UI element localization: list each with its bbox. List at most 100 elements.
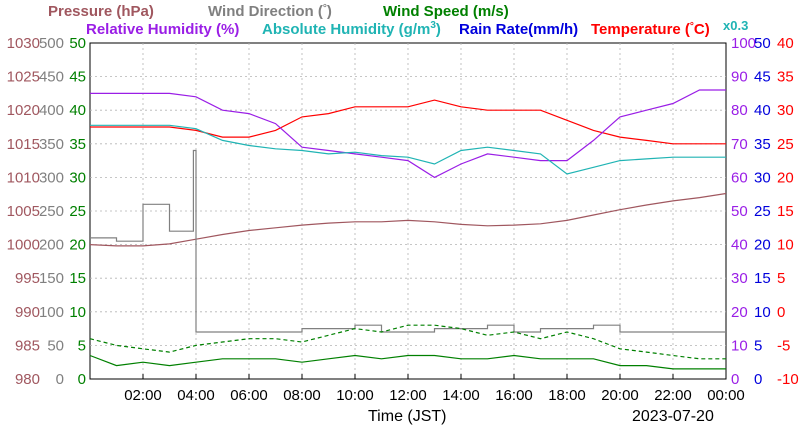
x-axis-ticks: 02:00 04:00 06:00 08:00 10:00 12:00 14:00 16:00… <box>124 374 745 404</box>
series-wind-direction <box>90 149 726 333</box>
y-tick-label-temperature: -5 <box>777 337 790 354</box>
y-tick-label-temperature: 40 <box>777 35 794 52</box>
y-tick-label-humidity: 80 <box>731 102 748 119</box>
x-tick-label: 18:00 <box>548 387 586 404</box>
y-tick-label-pressure: 985 <box>15 337 40 354</box>
y-tick-label-rain-rate: 10 <box>754 304 771 321</box>
y-tick-label-rain-rate: 40 <box>754 102 771 119</box>
x-tick-label: 14:00 <box>442 387 480 404</box>
y-tick-label-wind-speed: 20 <box>69 237 86 254</box>
y-tick-label-rain-rate: 50 <box>754 35 771 52</box>
y-tick-label-rain-rate: 30 <box>754 169 771 186</box>
y-tick-label-pressure: 1015 <box>7 136 40 153</box>
y-tick-label-humidity: 70 <box>731 136 748 153</box>
x-tick-label: 22:00 <box>654 387 692 404</box>
y-tick-label-wind-direction: 250 <box>39 203 64 220</box>
x-tick-label: 08:00 <box>283 387 321 404</box>
y-tick-label-wind-speed: 30 <box>69 169 86 186</box>
y-tick-label-temperature: 5 <box>777 270 785 287</box>
y-tick-label-pressure: 1005 <box>7 203 40 220</box>
x-tick-label: 06:00 <box>230 387 268 404</box>
y-tick-label-rain-rate: 15 <box>754 270 771 287</box>
y-tick-label-temperature: -10 <box>777 371 799 388</box>
y-tick-label-wind-speed: 15 <box>69 270 86 287</box>
x-tick-label: 10:00 <box>336 387 374 404</box>
y-tick-label-pressure: 1030 <box>7 35 40 52</box>
legend-temperature-text: Temperature ( <box>591 21 690 38</box>
legend-relative-humidity: Relative Humidity (%) <box>86 21 239 38</box>
x-tick-label: 04:00 <box>177 387 215 404</box>
legend-temperature-symbol: ° <box>690 21 694 32</box>
legend-temperature: Temperature (°C) <box>591 21 710 38</box>
y-tick-label-wind-direction: 100 <box>39 304 64 321</box>
y-tick-label-wind-direction: 150 <box>39 270 64 287</box>
x-tick-label: 02:00 <box>124 387 162 404</box>
y-tick-label-wind-speed: 45 <box>69 69 86 86</box>
y-tick-label-wind-speed: 50 <box>69 35 86 52</box>
x-axis-label: Time (JST) <box>368 408 447 425</box>
legend-pressure: Pressure (hPa) <box>48 3 154 20</box>
legend-temperature-suffix: C) <box>694 21 710 38</box>
y-tick-label-rain-rate: 45 <box>754 69 771 86</box>
y-tick-label-rain-rate: 5 <box>754 337 762 354</box>
legend-wind-speed: Wind Speed (m/s) <box>383 3 509 20</box>
y-tick-label-temperature: 25 <box>777 136 794 153</box>
y-tick-label-wind-speed: 35 <box>69 136 86 153</box>
y-tick-label-humidity: 60 <box>731 169 748 186</box>
y-tick-label-rain-rate: 25 <box>754 203 771 220</box>
y-tick-label-wind-direction: 500 <box>39 35 64 52</box>
y-tick-label-pressure: 1000 <box>7 237 40 254</box>
legend-wind-direction-text: Wind Direction ( <box>208 3 323 20</box>
legend-wind-direction: Wind Direction (°) <box>208 3 332 20</box>
y-tick-label-wind-direction: 400 <box>39 102 64 119</box>
y-tick-label-rain-rate: 35 <box>754 136 771 153</box>
legend-absolute-humidity-text: Absolute Humidity (g/m <box>262 21 430 38</box>
x-tick-label: 16:00 <box>495 387 533 404</box>
legend-absolute-humidity-sup: 3 <box>430 20 436 31</box>
series-absolute-humidity <box>90 124 726 175</box>
y-tick-label-pressure: 980 <box>15 371 40 388</box>
y-tick-label-wind-speed: 5 <box>78 337 86 354</box>
y-tick-label-temperature: 15 <box>777 203 794 220</box>
y-tick-label-humidity: 50 <box>731 203 748 220</box>
y-tick-label-wind-direction: 450 <box>39 69 64 86</box>
y-tick-label-pressure: 1025 <box>7 69 40 86</box>
series-wind-speed-gust <box>89 324 726 360</box>
y-tick-label-wind-direction: 200 <box>39 237 64 254</box>
date-label: 2023-07-20 <box>632 408 714 425</box>
y-tick-label-wind-speed: 0 <box>78 371 86 388</box>
series-layer <box>89 89 727 370</box>
y-tick-label-pressure: 990 <box>15 304 40 321</box>
y-tick-label-pressure: 1020 <box>7 102 40 119</box>
y-tick-label-temperature: 35 <box>777 69 794 86</box>
y-tick-label-humidity: 40 <box>731 237 748 254</box>
y-tick-label-wind-speed: 40 <box>69 102 86 119</box>
y-tick-label-temperature: 0 <box>777 304 785 321</box>
y-tick-label-pressure: 1010 <box>7 169 40 186</box>
x-tick-label: 12:00 <box>389 387 427 404</box>
y-tick-label-wind-direction: 350 <box>39 136 64 153</box>
y-tick-label-pressure: 995 <box>15 270 40 287</box>
y-tick-label-wind-speed: 25 <box>69 203 86 220</box>
series-temperature <box>90 99 726 145</box>
y-tick-label-temperature: 30 <box>777 102 794 119</box>
y-tick-label-humidity: 30 <box>731 270 748 287</box>
y-tick-label-temperature: 10 <box>777 237 794 254</box>
y-tick-label-wind-direction: 50 <box>47 337 64 354</box>
y-tick-label-wind-direction: 300 <box>39 169 64 186</box>
y-tick-label-wind-speed: 10 <box>69 304 86 321</box>
legend-absolute-humidity-suffix: ) <box>436 21 441 38</box>
x-tick-label: 00:00 <box>707 387 745 404</box>
legend-wind-direction-symbol: ° <box>323 3 327 14</box>
y-axis-ticks: 9809859909951000100510101015102010251030… <box>7 35 799 388</box>
y-tick-label-humidity: 10 <box>731 337 748 354</box>
y-tick-label-rain-rate: 20 <box>754 237 771 254</box>
y-tick-label-rain-rate: 0 <box>754 371 762 388</box>
legend-scale-note: x0.3 <box>723 18 748 33</box>
y-tick-label-humidity: 90 <box>731 69 748 86</box>
x-tick-label: 20:00 <box>601 387 639 404</box>
y-tick-label-humidity: 20 <box>731 304 748 321</box>
y-tick-label-temperature: 20 <box>777 169 794 186</box>
y-tick-label-humidity: 100 <box>731 35 756 52</box>
